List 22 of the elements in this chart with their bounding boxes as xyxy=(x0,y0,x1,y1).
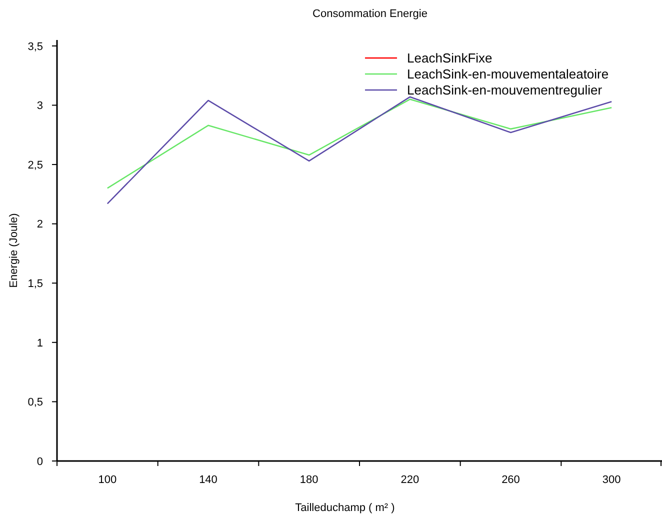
y-tick-label: 0,5 xyxy=(28,396,43,409)
legend-label: LeachSink-en-mouvementaleatoire xyxy=(407,66,609,82)
y-tick-label: 0 xyxy=(36,456,43,468)
x-tick-label: 100 xyxy=(98,474,117,486)
chart-title: Consommation Energie xyxy=(312,8,428,20)
y-tick-label: 2,5 xyxy=(28,159,43,172)
y-tick-label: 1,5 xyxy=(28,278,43,290)
legend-label: LeachSink-en-mouvementregulier xyxy=(407,82,603,98)
y-tick-label: 2 xyxy=(36,218,43,231)
y-tick-label: 3 xyxy=(36,100,43,112)
x-tick-label: 180 xyxy=(300,474,318,486)
y-tick-label: 1 xyxy=(36,337,43,350)
line-series xyxy=(106,96,612,204)
x-tick-label: 300 xyxy=(602,474,621,486)
legend-label: LeachSinkFixe xyxy=(407,50,492,66)
y-tick-label: 3,5 xyxy=(28,40,43,53)
x-tick-label: 140 xyxy=(199,474,218,486)
y-axis-title: Energie (Joule) xyxy=(8,213,20,288)
line-series xyxy=(106,98,612,189)
x-tick-label: 260 xyxy=(502,474,520,486)
x-axis-title: Tailleduchamp ( m² ) xyxy=(295,502,395,514)
x-tick-label: 220 xyxy=(400,474,420,486)
